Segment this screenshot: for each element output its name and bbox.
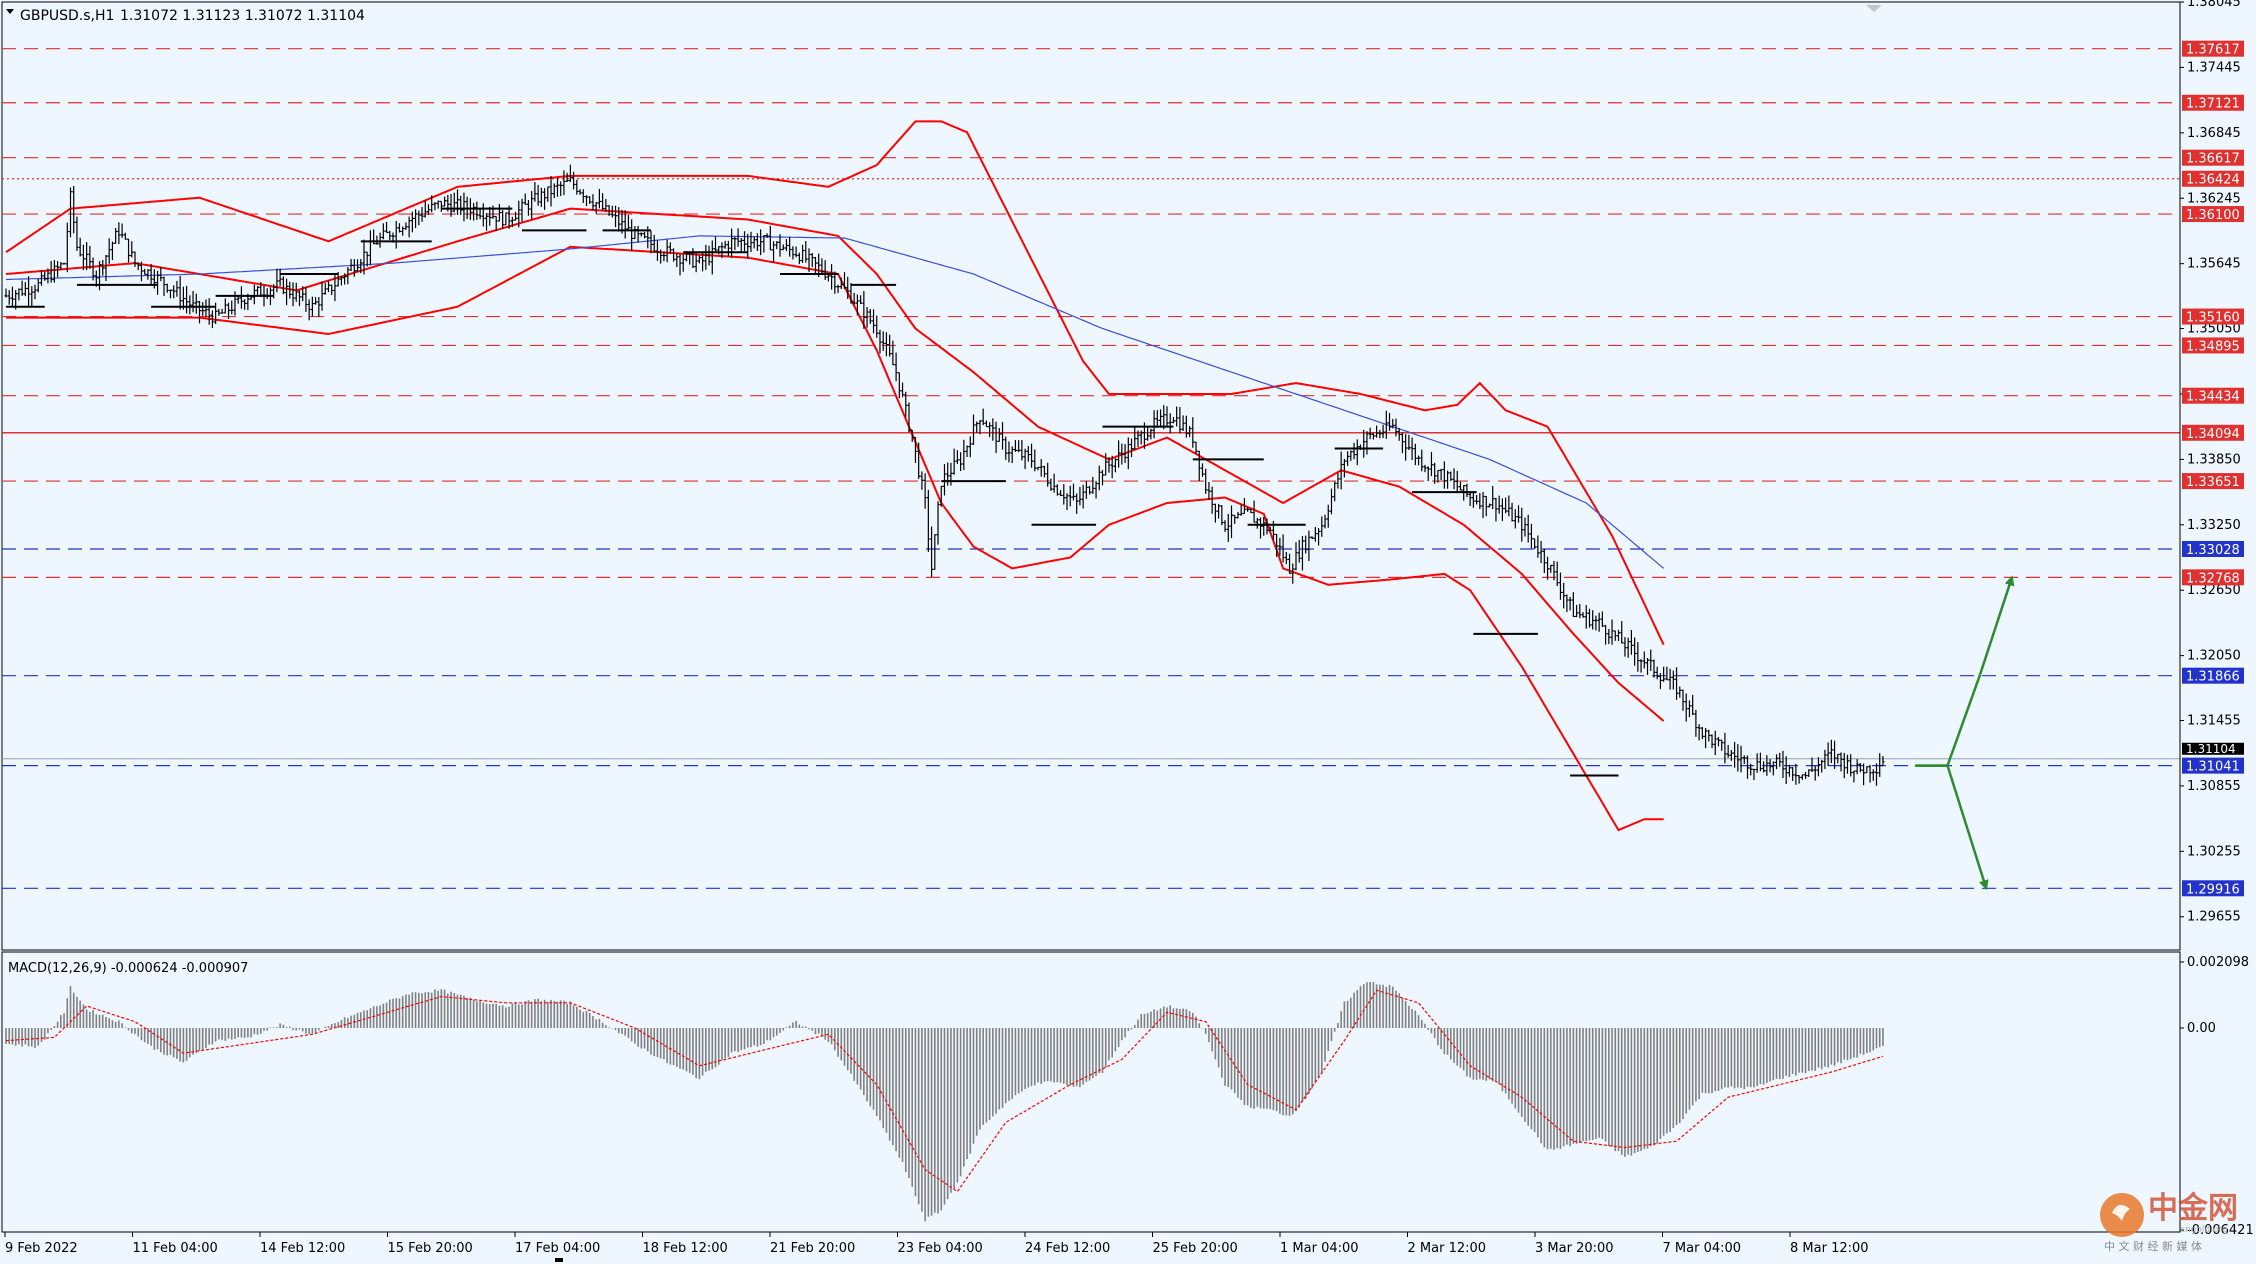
- time-scroll-handle-icon[interactable]: [555, 1258, 563, 1262]
- macd-label: MACD(12,26,9) -0.000624 -0.000907: [8, 961, 248, 976]
- price-tick-label: 1.30855: [2187, 779, 2241, 794]
- level-price-badge: [2182, 473, 2244, 490]
- ohlc-quotes: 1.31072 1.31123 1.31072 1.31104: [120, 8, 365, 24]
- horizontal-levels: [2, 48, 2180, 889]
- level-price-badge: [2182, 424, 2244, 441]
- level-price-label: 1.36424: [2186, 173, 2240, 188]
- level-price-badge: [2182, 170, 2244, 187]
- range-marks: [6, 207, 1619, 777]
- time-tick-label: 11 Feb 04:00: [133, 1241, 218, 1256]
- price-tick-label: 1.30255: [2187, 844, 2241, 859]
- price-tick-label: 1.36845: [2187, 126, 2241, 141]
- price-tick-label: 1.31455: [2187, 713, 2241, 728]
- current-price-label: 1.31104: [2186, 742, 2236, 756]
- level-price-badge: [2182, 880, 2244, 897]
- moving-average-line: [5, 235, 1665, 569]
- level-price-label: 1.35160: [2186, 311, 2240, 326]
- level-price-label: 1.36100: [2186, 208, 2240, 223]
- level-price-badge: [2182, 337, 2244, 354]
- price-tick-label: 1.37445: [2187, 60, 2241, 75]
- time-tick-label: 24 Feb 12:00: [1025, 1241, 1110, 1256]
- level-price-label: 1.37121: [2186, 97, 2240, 112]
- macd-tick-label: 0.002098: [2187, 955, 2249, 970]
- time-tick-label: 9 Feb 2022: [5, 1241, 78, 1256]
- current-price-badge: [2182, 742, 2244, 755]
- level-price-label: 1.37617: [2186, 43, 2240, 58]
- price-tick-label: 1.32650: [2187, 583, 2241, 598]
- time-tick-label: 23 Feb 04:00: [898, 1241, 983, 1256]
- brand-name: 中金网: [2148, 1191, 2238, 1226]
- brand-subtitle: 中 文 财 经 新 媒 体: [2104, 1239, 2202, 1253]
- level-price-badge: [2182, 308, 2244, 325]
- level-price-badge: [2182, 149, 2244, 166]
- level-price-label: 1.33028: [2186, 543, 2240, 558]
- chart-menu-triangle-icon[interactable]: [6, 9, 14, 14]
- price-tick-label: 1.36245: [2187, 191, 2241, 206]
- price-tick-label: 1.29655: [2187, 910, 2241, 925]
- time-tick-label: 1 Mar 04:00: [1280, 1241, 1359, 1256]
- price-tick-label: 1.33850: [2187, 452, 2241, 467]
- price-tick-label: 1.35645: [2187, 257, 2241, 272]
- time-tick-label: 25 Feb 20:00: [1153, 1241, 1238, 1256]
- header-info: GBPUSD.s,H1 1.31072 1.31123 1.31072 1.31…: [6, 8, 365, 24]
- time-axis[interactable]: 9 Feb 2022 11 Feb 04:00 14 Feb 12:00 15 Feb…: [2, 1231, 2180, 1262]
- watermark-logo: 中金网 中 文 财 经 新 媒 体 cngold.org: [2100, 1191, 2238, 1253]
- moving-average: [5, 235, 1665, 569]
- time-tick-label: 3 Mar 20:00: [1535, 1241, 1614, 1256]
- brand-swirl-icon: [2112, 1204, 2130, 1221]
- price-tick-label: 1.35050: [2187, 322, 2241, 337]
- projection-arrows: [1915, 575, 2015, 891]
- level-price-label: 1.31041: [2186, 760, 2240, 775]
- macd-histogram: [5, 981, 1884, 1222]
- level-price-badge: [2182, 540, 2244, 557]
- time-tick-label: 7 Mar 04:00: [1663, 1241, 1742, 1256]
- bollinger-upper-band: [5, 120, 1665, 646]
- time-tick-label: 2 Mar 12:00: [1408, 1241, 1487, 1256]
- price-tick-label: 1.38045: [2187, 0, 2241, 10]
- level-price-label: 1.36617: [2186, 152, 2240, 167]
- scroll-marker-icon[interactable]: [1866, 5, 1882, 12]
- macd-tick-label: -0.006421: [2187, 1223, 2254, 1238]
- level-price-label: 1.33651: [2186, 475, 2240, 490]
- time-tick-label: 17 Feb 04:00: [515, 1241, 600, 1256]
- level-price-badge: [2182, 206, 2244, 223]
- time-tick-label: 21 Feb 20:00: [770, 1241, 855, 1256]
- macd-tick-label: 0.00: [2187, 1021, 2216, 1036]
- level-price-label: 1.31866: [2186, 670, 2240, 685]
- level-price-badge: [2182, 667, 2244, 684]
- level-price-label: 1.34094: [2186, 427, 2240, 442]
- level-price-badge: [2182, 387, 2244, 404]
- level-price-badge: [2182, 569, 2244, 586]
- time-tick-label: 15 Feb 20:00: [388, 1241, 473, 1256]
- level-price-badge: [2182, 40, 2244, 57]
- level-price-label: 1.32768: [2186, 571, 2240, 586]
- brand-url: cngold.org: [2180, 1225, 2228, 1235]
- level-price-label: 1.29916: [2186, 882, 2240, 897]
- symbol-label: GBPUSD.s,H1: [20, 8, 114, 24]
- price-tick-label: 1.32050: [2187, 649, 2241, 664]
- time-tick-label: 14 Feb 12:00: [260, 1241, 345, 1256]
- price-panel[interactable]: [1, 1, 2181, 951]
- price-tick-label: 1.33250: [2187, 518, 2241, 533]
- macd-panel[interactable]: [1, 951, 2181, 1233]
- level-price-badge: [2182, 757, 2244, 774]
- level-price-label: 1.34895: [2186, 339, 2240, 354]
- level-price-badge: [2182, 94, 2244, 111]
- time-tick-label: 8 Mar 12:00: [1790, 1241, 1869, 1256]
- price-axis[interactable]: 1.38045 1.37445 1.36845 1.36245 1.35645 1.350…: [2179, 0, 2244, 950]
- macd-axis: 0.002098 0.00 -0.006421: [2179, 952, 2254, 1238]
- time-tick-label: 18 Feb 12:00: [643, 1241, 728, 1256]
- bollinger-middle-band: [5, 207, 1665, 722]
- level-price-label: 1.34434: [2186, 390, 2240, 405]
- bearish-projection-arrow: [1915, 764, 1989, 891]
